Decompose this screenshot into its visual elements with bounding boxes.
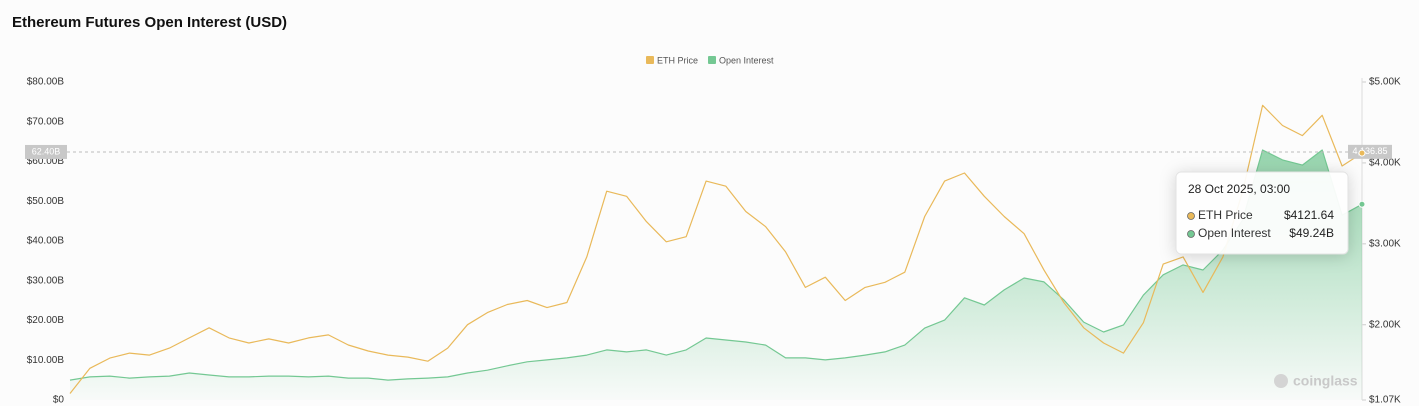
watermark-icon bbox=[1274, 374, 1288, 388]
tooltip-value: $49.24B bbox=[1289, 226, 1334, 240]
y-tick-label: $50.00B bbox=[27, 196, 65, 207]
y2-tick-label: $4.00K bbox=[1369, 158, 1401, 169]
legend-label: Open Interest bbox=[719, 55, 774, 65]
y-tick-label: $20.00B bbox=[27, 315, 65, 326]
y2-tick-label: $5.00K bbox=[1369, 77, 1401, 88]
y-tick-label: $0 bbox=[53, 395, 65, 406]
watermark: coinglass bbox=[1293, 373, 1358, 389]
line bbox=[69, 104, 1363, 394]
y2-tick-label: $3.00K bbox=[1369, 238, 1401, 249]
y2-tick-label: $1.07K bbox=[1369, 395, 1401, 406]
line bbox=[69, 149, 1363, 381]
legend-swatch bbox=[708, 56, 716, 64]
y-tick-label: $30.00B bbox=[27, 275, 65, 286]
y-tick-label: $10.00B bbox=[27, 355, 65, 366]
tooltip-name: Open Interest bbox=[1198, 226, 1271, 240]
y-tick-label: $40.00B bbox=[27, 236, 65, 247]
y2-tick-label: $2.00K bbox=[1369, 319, 1401, 330]
legend-label: ETH Price bbox=[657, 55, 698, 65]
legend-swatch bbox=[646, 56, 654, 64]
crosshair-label-bg bbox=[25, 144, 67, 159]
tooltip-dot bbox=[1187, 212, 1195, 220]
tooltip-name: ETH Price bbox=[1198, 208, 1253, 222]
tooltip-value: $4121.64 bbox=[1284, 208, 1334, 222]
crosshair-label: 4,136.85 bbox=[1352, 146, 1387, 156]
area bbox=[70, 150, 1362, 400]
hover-point bbox=[1358, 149, 1366, 157]
crosshair-label: 62.40B bbox=[32, 146, 61, 156]
y-tick-label: $60.00B bbox=[27, 156, 65, 167]
tooltip-box bbox=[1175, 171, 1349, 255]
y-tick-label: $70.00B bbox=[27, 116, 65, 127]
y-tick-label: $80.00B bbox=[27, 77, 65, 88]
tooltip-dot bbox=[1187, 230, 1195, 238]
tooltip: 28 Oct 2025, 03:00 ETH Price $4121.64 Open … bbox=[1175, 171, 1349, 255]
crosshair-label-bg bbox=[1348, 144, 1392, 159]
chart-title: Ethereum Futures Open Interest (USD) bbox=[12, 14, 287, 31]
hover-point bbox=[1358, 200, 1366, 208]
tooltip-title: 28 Oct 2025, 03:00 bbox=[1188, 182, 1290, 196]
